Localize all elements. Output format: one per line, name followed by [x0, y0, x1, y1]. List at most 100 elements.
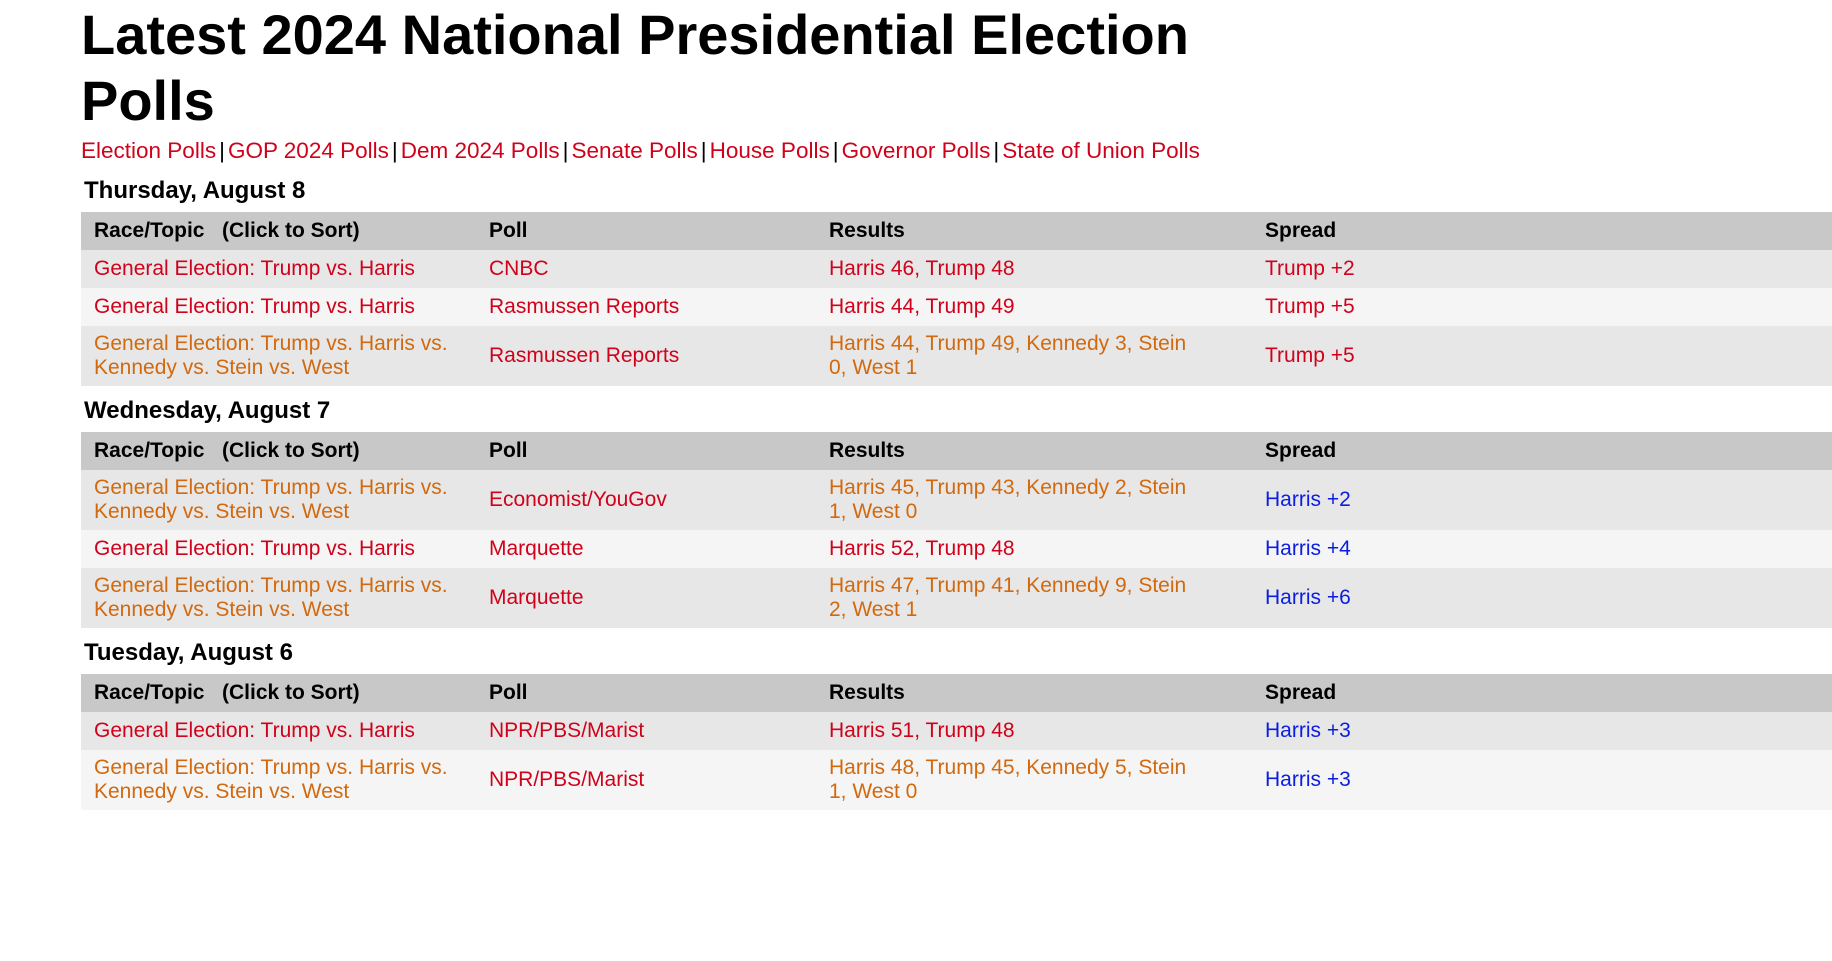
nav-link-election-polls[interactable]: Election Polls [81, 138, 217, 163]
race-link[interactable]: General Election: Trump vs. Harris [94, 257, 415, 280]
spread-value: Harris +3 [1265, 768, 1351, 791]
spread-cell: Harris +4 [1252, 530, 1832, 568]
table-row: General Election: Trump vs. Harris CNBC Ha… [81, 250, 1832, 288]
results-text: Harris 44, Trump 49, Kennedy 3, Stein 0,… [829, 332, 1187, 379]
header-spacer [204, 219, 222, 242]
table-row: General Election: Trump vs. Harris vs. K… [81, 568, 1832, 628]
results-cell: Harris 44, Trump 49 [816, 288, 1252, 326]
table-header-row: Race/Topic (Click to Sort) Poll Results Spr… [81, 674, 1832, 712]
spread-cell: Harris +3 [1252, 750, 1832, 810]
table-row: General Election: Trump vs. Harris vs. K… [81, 750, 1832, 810]
spread-cell: Trump +5 [1252, 326, 1832, 386]
results-cell: Harris 51, Trump 48 [816, 712, 1252, 750]
nav-separator: | [700, 138, 707, 163]
results-cell: Harris 45, Trump 43, Kennedy 2, Stein 1,… [816, 470, 1252, 530]
poll-link[interactable]: Rasmussen Reports [489, 295, 680, 318]
spread-column-header[interactable]: Spread [1252, 212, 1832, 250]
polls-table: Race/Topic (Click to Sort) Poll Results Spr… [81, 432, 1832, 628]
poll-link[interactable]: NPR/PBS/Marist [489, 719, 645, 742]
poll-column-header[interactable]: Poll [476, 674, 816, 712]
spread-value: Harris +4 [1265, 537, 1351, 560]
spread-value: Trump +5 [1265, 344, 1355, 367]
race-cell: General Election: Trump vs. Harris [81, 530, 476, 568]
table-header-row: Race/Topic (Click to Sort) Poll Results Spr… [81, 212, 1832, 250]
race-header-label: Race/Topic [94, 219, 205, 242]
poll-days: Thursday, August 8 Race/Topic (Click to S… [81, 166, 1832, 810]
race-column-header[interactable]: Race/Topic (Click to Sort) [81, 674, 476, 712]
race-cell: General Election: Trump vs. Harris vs. K… [81, 750, 476, 810]
race-link[interactable]: General Election: Trump vs. Harris [94, 537, 415, 560]
poll-cell: CNBC [476, 250, 816, 288]
poll-cell: Rasmussen Reports [476, 288, 816, 326]
sort-hint[interactable]: (Click to Sort) [222, 439, 360, 462]
poll-link[interactable]: CNBC [489, 257, 549, 280]
race-link[interactable]: General Election: Trump vs. Harris vs. K… [94, 476, 448, 523]
spread-cell: Harris +6 [1252, 568, 1832, 628]
race-link[interactable]: General Election: Trump vs. Harris vs. K… [94, 574, 448, 621]
race-cell: General Election: Trump vs. Harris [81, 288, 476, 326]
nav-separator: | [219, 138, 225, 163]
table-row: General Election: Trump vs. Harris vs. K… [81, 470, 1832, 530]
nav-link-senate-polls[interactable]: Senate Polls [571, 138, 698, 163]
results-column-header[interactable]: Results [816, 212, 1252, 250]
poll-column-header[interactable]: Poll [476, 432, 816, 470]
results-text: Harris 52, Trump 48 [829, 537, 1015, 560]
race-cell: General Election: Trump vs. Harris vs. K… [81, 568, 476, 628]
spread-value: Harris +3 [1265, 719, 1351, 742]
race-header-label: Race/Topic [94, 681, 205, 704]
poll-link[interactable]: Economist/YouGov [489, 488, 667, 511]
race-link[interactable]: General Election: Trump vs. Harris [94, 295, 415, 318]
poll-column-header[interactable]: Poll [476, 212, 816, 250]
day-heading: Tuesday, August 6 [84, 639, 293, 666]
results-column-header[interactable]: Results [816, 674, 1252, 712]
nav-separator: | [993, 138, 1000, 163]
race-link[interactable]: General Election: Trump vs. Harris [94, 719, 415, 742]
spread-cell: Harris +2 [1252, 470, 1832, 530]
spread-cell: Harris +3 [1252, 712, 1832, 750]
header-spacer [204, 681, 222, 704]
results-cell: Harris 46, Trump 48 [816, 250, 1252, 288]
spread-column-header[interactable]: Spread [1252, 674, 1832, 712]
nav-link-governor-polls[interactable]: Governor Polls [841, 138, 991, 163]
race-cell: General Election: Trump vs. Harris vs. K… [81, 470, 476, 530]
results-text: Harris 47, Trump 41, Kennedy 9, Stein 2,… [829, 574, 1187, 621]
nav-separator: | [562, 138, 569, 163]
results-cell: Harris 52, Trump 48 [816, 530, 1252, 568]
poll-cell: NPR/PBS/Marist [476, 712, 816, 750]
nav-link-state-of-union-polls[interactable]: State of Union Polls [1002, 138, 1200, 163]
race-cell: General Election: Trump vs. Harris vs. K… [81, 326, 476, 386]
sort-hint[interactable]: (Click to Sort) [222, 219, 360, 242]
race-column-header[interactable]: Race/Topic (Click to Sort) [81, 212, 476, 250]
poll-cell: Marquette [476, 530, 816, 568]
poll-link[interactable]: Marquette [489, 537, 584, 560]
race-link[interactable]: General Election: Trump vs. Harris vs. K… [94, 756, 448, 803]
table-row: General Election: Trump vs. Harris Marque… [81, 530, 1832, 568]
day-heading: Wednesday, August 7 [84, 397, 331, 424]
poll-link[interactable]: Rasmussen Reports [489, 344, 680, 367]
race-column-header[interactable]: Race/Topic (Click to Sort) [81, 432, 476, 470]
nav-link-dem-2024-polls[interactable]: Dem 2024 Polls [400, 138, 560, 163]
nav-link-gop-2024-polls[interactable]: GOP 2024 Polls [227, 138, 389, 163]
results-column-header[interactable]: Results [816, 432, 1252, 470]
results-text: Harris 45, Trump 43, Kennedy 2, Stein 1,… [829, 476, 1187, 523]
poll-cell: Marquette [476, 568, 816, 628]
table-row: General Election: Trump vs. Harris Rasmus… [81, 288, 1832, 326]
spread-value: Trump +2 [1265, 257, 1355, 280]
poll-cell: Economist/YouGov [476, 470, 816, 530]
poll-link[interactable]: Marquette [489, 586, 584, 609]
page: Latest 2024 National Presidential Electi… [81, 0, 1832, 810]
header-spacer [204, 439, 222, 462]
results-text: Harris 44, Trump 49 [829, 295, 1015, 318]
race-cell: General Election: Trump vs. Harris [81, 250, 476, 288]
poll-link[interactable]: NPR/PBS/Marist [489, 768, 645, 791]
sort-hint[interactable]: (Click to Sort) [222, 681, 360, 704]
day-section: Tuesday, August 6 Race/Topic (Click to So… [81, 628, 1832, 810]
results-cell: Harris 48, Trump 45, Kennedy 5, Stein 1,… [816, 750, 1252, 810]
nav-link-house-polls[interactable]: House Polls [709, 138, 830, 163]
table-header-row: Race/Topic (Click to Sort) Poll Results Spr… [81, 432, 1832, 470]
poll-cell: Rasmussen Reports [476, 326, 816, 386]
results-cell: Harris 44, Trump 49, Kennedy 3, Stein 0,… [816, 326, 1252, 386]
spread-cell: Trump +2 [1252, 250, 1832, 288]
spread-column-header[interactable]: Spread [1252, 432, 1832, 470]
race-link[interactable]: General Election: Trump vs. Harris vs. K… [94, 332, 448, 379]
